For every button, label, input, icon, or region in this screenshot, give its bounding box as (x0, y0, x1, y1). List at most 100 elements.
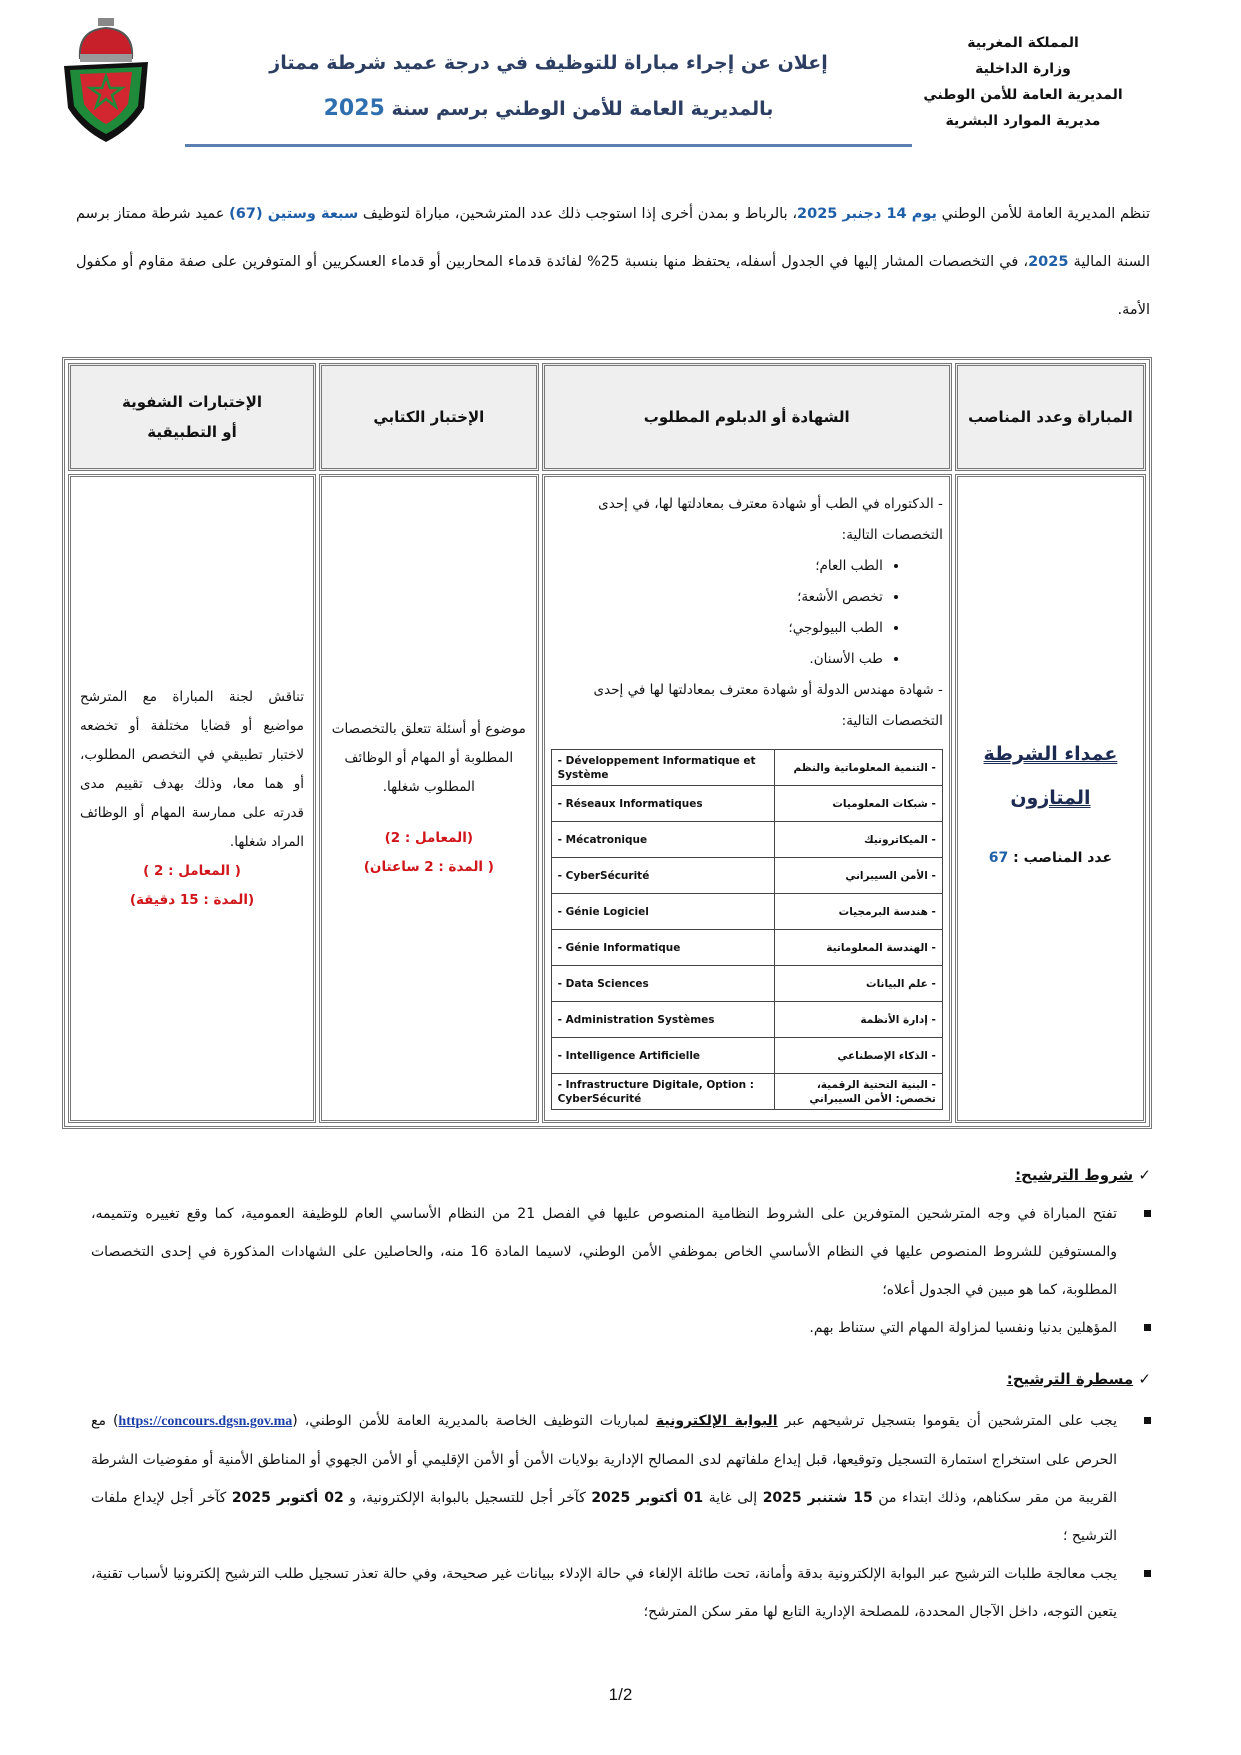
header-oral-line2: أو التطبيقية (147, 423, 237, 441)
specialty-fr: - CyberSécurité (550, 857, 775, 894)
header-written-test: الإختبار الكتابي (319, 363, 539, 471)
procedure-title: مسطرة الترشيح: (1006, 1370, 1134, 1388)
list-item: المؤهلين بدنيا ونفسيا لمزاولة المهام الت… (91, 1309, 1151, 1347)
procedure-text: كآخر أجل لإيداع ملفات الترشيح ؛ (91, 1490, 1117, 1544)
conditions-title: شروط الترشيح: (1015, 1166, 1134, 1184)
procedure-text: ) مع الحرص على استخراج استمارة التسجيل و… (91, 1413, 1118, 1506)
list-item: يجب على المترشحين أن يقوموا بتسجيل ترشيح… (91, 1402, 1151, 1555)
specialty-ar: - الهندسة المعلوماتية (773, 929, 943, 966)
check-icon: ✓ (1138, 1166, 1151, 1184)
engineer-diploma-text: - شهادة مهندس الدولة أو شهادة معترف بمعا… (593, 682, 943, 729)
specialty-ar: - التنمية المعلوماتية والنظم (773, 749, 943, 786)
oral-duration: (المدة : 15 دقيقة) (129, 891, 255, 908)
org-line: وزارة الداخلية (975, 61, 1071, 77)
intro-paragraph: تنظم المديرية العامة للأمن الوطني يوم 14… (76, 190, 1150, 334)
title-divider (185, 144, 912, 147)
oral-test-description: تناقش لجنة المباراة مع المترشح مواضيع أو… (80, 688, 305, 850)
specialty-ar: - الأمن السيبراني (773, 857, 943, 894)
post-count-text: سبعة وستين (67) (229, 206, 359, 222)
posts-value: 67 (988, 849, 1009, 866)
exam-date: يوم 14 دجنبر 2025 (797, 206, 937, 222)
specialty-fr: - Data Sciences (550, 965, 775, 1002)
oral-test-cell: تناقش لجنة المباراة مع المترشح مواضيع أو… (68, 474, 317, 1123)
grade-line1: عمداء الشرطة (983, 742, 1118, 765)
specialty-ar: - هندسة البرمجيات (773, 893, 943, 930)
intro-text: عميد شرطة ممتاز برسم السنة المالية (76, 206, 1150, 270)
written-test-cell: موضوع أو أسئلة تتعلق بالتخصصات المطلوبة … (319, 474, 539, 1123)
fiscal-year: 2025 (1028, 254, 1069, 270)
specialty-row: - التنمية المعلوماتية والنظم - Développem… (550, 749, 943, 786)
specialty-row: - الميكاترونيك - Mécatronique (550, 821, 943, 858)
specialty-fr: - Génie Informatique (550, 929, 775, 966)
procedure-text: إلى غاية (703, 1490, 763, 1506)
procedure-list: يجب على المترشحين أن يقوموا بتسجيل ترشيح… (91, 1402, 1151, 1631)
written-coefficient: (المعامل : 2) (384, 830, 474, 846)
intro-text: ، بالرباط و بمدن أخرى إذا استوجب ذلك عدد… (358, 206, 798, 222)
medical-specialties-list: الطب العام؛ تخصص الأشعة؛ الطب البيولوجي؛… (551, 551, 943, 675)
posts-label: عدد المناصب : (1008, 849, 1113, 866)
specialty-row: - الأمن السيبراني - CyberSécurité (550, 857, 943, 894)
written-test-description: موضوع أو أسئلة تتعلق بالتخصصات المطلوبة … (331, 721, 526, 795)
table-header-row: المباراة وعدد المناصب الشهادة أو الدبلوم… (68, 363, 1146, 471)
specialty-ar: - الميكاترونيك (773, 821, 943, 858)
header-oral-line1: الإختبارات الشفوية (121, 393, 263, 411)
registration-deadline: 01 أكتوبر 2025 (591, 1490, 704, 1506)
posts-count: عدد المناصب : 67 (959, 850, 1142, 866)
exam-table: المباراة وعدد المناصب الشهادة أو الدبلوم… (62, 357, 1152, 1129)
specialty-row: - الهندسة المعلوماتية - Génie Informatiqu… (550, 929, 943, 966)
written-duration: ( المدة : 2 ساعتان) (363, 859, 494, 875)
grade-cell: عمداء الشرطة المتازون عدد المناصب : 67 (954, 474, 1146, 1123)
specialty-fr: - Génie Logiciel (550, 893, 775, 930)
procedure-heading: ✓ مسطرة الترشيح: (1007, 1370, 1151, 1388)
list-item: الطب العام؛ (551, 551, 883, 582)
specialty-ar: - شبكات المعلوميات (773, 785, 943, 822)
intro-text: تنظم المديرية العامة للأمن الوطني (936, 206, 1150, 222)
specialty-fr: - Réseaux Informatiques (550, 785, 775, 822)
procedure-text: كآخر أجل للتسجيل بالبوابة الإلكترونية، و (343, 1490, 592, 1506)
list-item: يجب معالجة طلبات الترشيح عبر البوابة الإ… (91, 1555, 1151, 1631)
title-line-2: بالمديرية العامة للأمن الوطني برسم سنة 2… (185, 86, 912, 132)
conditions-list: تفتح المباراة في وجه المترشحين المتوفرين… (91, 1195, 1151, 1347)
procedure-text: يجب على المترشحين أن يقوموا بتسجيل ترشيح… (777, 1413, 1117, 1429)
list-item: تخصص الأشعة؛ (551, 582, 883, 613)
title-line-1: إعلان عن إجراء مباراة للتوظيف في درجة عم… (269, 52, 828, 74)
grade-name: عمداء الشرطة المتازون (959, 732, 1142, 820)
header-diploma: الشهادة أو الدبلوم المطلوب (541, 363, 952, 471)
conditions-heading: ✓ شروط الترشيح: (1015, 1166, 1151, 1184)
portal-label: البوابة الإلكترونية (655, 1413, 778, 1429)
specialties-table: - التنمية المعلوماتية والنظم - Développem… (550, 749, 943, 1110)
portal-link[interactable]: https://concours.dgsn.gov.ma (118, 1414, 293, 1429)
specialty-fr: - Développement Informatique et Système (550, 749, 775, 786)
grade-line2: المتازون (1010, 786, 1091, 809)
title-line-2-text: بالمديرية العامة للأمن الوطني برسم سنة (391, 98, 774, 120)
document-title: إعلان عن إجراء مباراة للتوظيف في درجة عم… (185, 40, 912, 132)
list-item: تفتح المباراة في وجه المترشحين المتوفرين… (91, 1195, 1151, 1309)
specialty-ar: - الذكاء الإصطناعي (773, 1037, 943, 1074)
intro-text: ، في التخصصات المشار إليها في الجدول أسف… (76, 254, 1150, 318)
check-icon: ✓ (1138, 1370, 1151, 1388)
header-oral-test: الإختبارات الشفوية أو التطبيقية (68, 363, 317, 471)
specialty-fr: - Mécatronique (550, 821, 775, 858)
specialty-ar: - البنية التحتية الرقمية، تخصص: الأمن ال… (773, 1073, 943, 1110)
org-line: مديرية الموارد البشرية (945, 113, 1101, 129)
title-year: 2025 (323, 96, 385, 121)
specialty-row: - علم البيانات - Data Sciences (550, 965, 943, 1002)
list-item: الطب البيولوجي؛ (551, 613, 882, 644)
page-number: 1/2 (608, 1685, 633, 1704)
organization-header: المملكة المغربية وزارة الداخلية المديرية… (923, 30, 1123, 134)
specialty-ar: - علم البيانات (773, 965, 943, 1002)
org-line: المديرية العامة للأمن الوطني (923, 87, 1123, 103)
org-line: المملكة المغربية (967, 35, 1079, 51)
procedure-text: لمباريات التوظيف الخاصة بالمديرية العامة… (292, 1413, 656, 1429)
specialty-ar: - إدارة الأنظمة (773, 1001, 943, 1038)
specialty-row: - شبكات المعلوميات - Réseaux Informatique… (550, 785, 943, 822)
start-date: 15 شتنبر 2025 (762, 1490, 873, 1506)
specialty-row: - البنية التحتية الرقمية، تخصص: الأمن ال… (550, 1073, 943, 1110)
specialty-fr: - Intelligence Artificielle (550, 1037, 775, 1074)
table-row: عمداء الشرطة المتازون عدد المناصب : 67 - … (68, 474, 1146, 1123)
specialty-row: - إدارة الأنظمة - Administration Systèmes (550, 1001, 943, 1038)
oral-coefficient: ( المعامل : 2 ) (143, 862, 241, 879)
medical-diploma-text: - الدكتوراه في الطب أو شهادة معترف بمعاد… (598, 496, 943, 543)
specialty-fr: - Administration Systèmes (550, 1001, 775, 1038)
specialty-row: - هندسة البرمجيات - Génie Logiciel (550, 893, 943, 930)
